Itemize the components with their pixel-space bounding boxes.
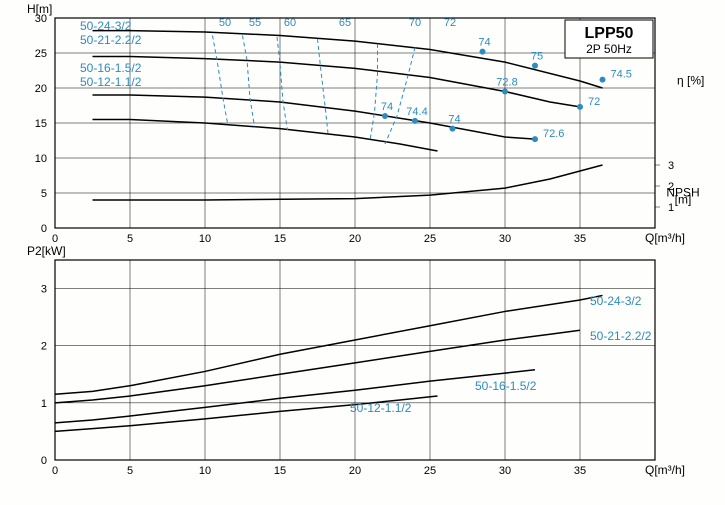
iso-label: 60 xyxy=(284,17,296,29)
efficiency-label: 74.5 xyxy=(611,69,632,81)
efficiency-label: 72.6 xyxy=(543,128,564,140)
y-tick-label: 2 xyxy=(41,341,47,353)
y-tick-label: 25 xyxy=(35,48,47,60)
iso-label: 65 xyxy=(339,17,351,29)
performance-curve xyxy=(93,31,603,88)
efficiency-label: 75 xyxy=(531,51,543,63)
curve-label: 50-16-1.5/2 xyxy=(475,379,537,393)
curve-label: 50-21-2.2/2 xyxy=(590,329,652,343)
y-tick-label: 0 xyxy=(41,223,47,235)
y2-tick-label: 1 xyxy=(668,202,674,214)
x-axis-label: Q[m³/h] xyxy=(645,463,685,477)
iso-efficiency-curve xyxy=(213,36,228,124)
x-tick-label: 25 xyxy=(424,233,436,245)
curve-label: 50-12-1.1/2 xyxy=(350,401,412,415)
iso-efficiency-curve xyxy=(385,47,415,144)
efficiency-label: 74 xyxy=(448,114,460,126)
x-tick-label: 25 xyxy=(424,465,436,477)
y-axis-label: H[m] xyxy=(27,2,52,16)
y-axis-label: P2[kW] xyxy=(27,244,66,258)
y2-axis-unit: [m] xyxy=(675,193,692,207)
curve-label: 50-24-3/2 xyxy=(80,19,132,33)
x-tick-label: 30 xyxy=(499,465,511,477)
x-tick-label: 15 xyxy=(274,233,286,245)
efficiency-dot xyxy=(532,136,538,142)
x-tick-label: 5 xyxy=(127,465,133,477)
x-tick-label: 35 xyxy=(574,233,586,245)
curve-label: 50-16-1.5/2 xyxy=(80,61,142,75)
efficiency-dot xyxy=(532,63,538,69)
y-tick-label: 5 xyxy=(41,188,47,200)
iso-efficiency-curve xyxy=(370,44,378,141)
x-axis-label: Q[m³/h] xyxy=(645,231,685,245)
efficiency-dot xyxy=(480,49,486,55)
curve-label: 50-21-2.2/2 xyxy=(80,33,142,47)
efficiency-dot xyxy=(412,118,418,124)
iso-label: 55 xyxy=(249,17,261,29)
efficiency-dot xyxy=(577,104,583,110)
y2-tick-label: 2 xyxy=(668,181,674,193)
iso-label: 50 xyxy=(219,17,231,29)
efficiency-dot xyxy=(382,113,388,119)
pump-chart: 05101520253035051015202530H[m]Q[m³/h]50-… xyxy=(0,0,725,505)
x-tick-label: 0 xyxy=(52,465,58,477)
x-tick-label: 15 xyxy=(274,465,286,477)
y-tick-label: 15 xyxy=(35,118,47,130)
y-tick-label: 10 xyxy=(35,153,47,165)
y2-tick-label: 3 xyxy=(668,160,674,172)
efficiency-dot xyxy=(450,126,456,132)
chart-title: LPP50 xyxy=(585,25,634,42)
efficiency-label: 74.4 xyxy=(406,106,427,118)
x-tick-label: 30 xyxy=(499,233,511,245)
npsh-curve xyxy=(93,165,603,200)
efficiency-dot xyxy=(502,89,508,95)
iso-efficiency-curve xyxy=(243,36,255,127)
iso-efficiency-curve xyxy=(277,37,288,130)
x-tick-label: 20 xyxy=(349,233,361,245)
iso-label: 70 xyxy=(409,17,421,29)
efficiency-label: 74 xyxy=(478,37,490,49)
x-tick-label: 35 xyxy=(574,465,586,477)
x-tick-label: 5 xyxy=(127,233,133,245)
eta-label: η [%] xyxy=(677,74,704,88)
curve-label: 50-12-1.1/2 xyxy=(80,75,142,89)
x-tick-label: 20 xyxy=(349,465,361,477)
efficiency-label: 74 xyxy=(381,101,393,113)
y-tick-label: 1 xyxy=(41,398,47,410)
y-tick-label: 20 xyxy=(35,83,47,95)
efficiency-label: 72 xyxy=(588,96,600,108)
y-tick-label: 0 xyxy=(41,455,47,467)
x-tick-label: 10 xyxy=(199,233,211,245)
efficiency-label: 72.8 xyxy=(496,77,517,89)
chart-subtitle: 2P 50Hz xyxy=(586,42,632,56)
efficiency-dot xyxy=(600,77,606,83)
y-tick-label: 3 xyxy=(41,284,47,296)
iso-label: 72 xyxy=(444,17,456,29)
curve-label: 50-24-3/2 xyxy=(590,294,642,308)
x-tick-label: 10 xyxy=(199,465,211,477)
performance-curve xyxy=(93,120,438,152)
